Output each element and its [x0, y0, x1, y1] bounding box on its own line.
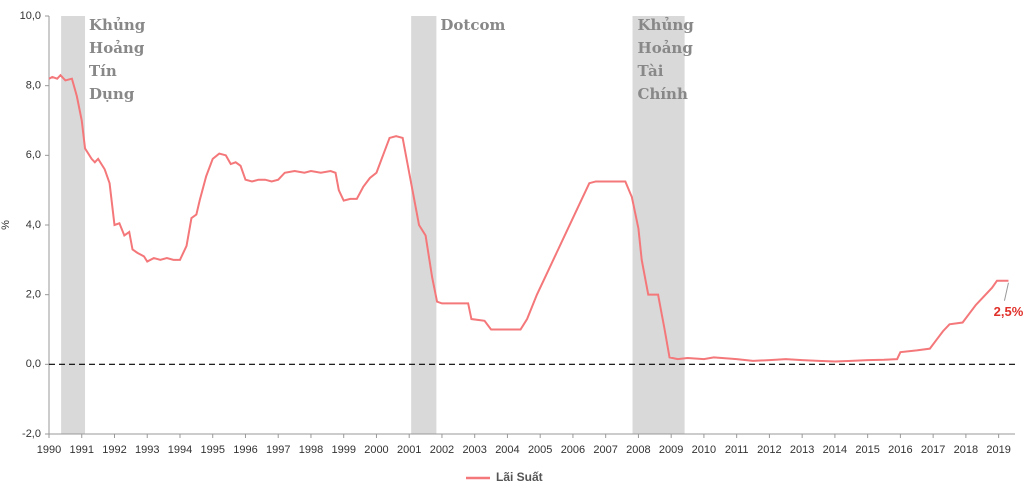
recession-band — [61, 16, 86, 434]
x-tick-label: 2010 — [692, 444, 716, 456]
x-tick-label: 2002 — [430, 444, 454, 456]
y-tick-label: 10,0 — [20, 10, 41, 22]
x-tick-label: 2012 — [757, 444, 781, 456]
x-tick-label: 2017 — [921, 444, 945, 456]
recession-label: Hoảng — [638, 39, 694, 57]
y-tick-label: 2,0 — [26, 289, 41, 301]
recession-label: Tín — [89, 62, 117, 80]
x-tick-label: 2001 — [397, 444, 421, 456]
annotation: 2,5% — [994, 304, 1024, 319]
x-tick-label: 2004 — [495, 444, 519, 456]
annotation-leader — [1003, 282, 1009, 301]
y-tick-label: 6,0 — [26, 149, 41, 161]
y-tick-label: 4,0 — [26, 219, 41, 231]
x-tick-label: 2011 — [725, 444, 749, 456]
x-tick-label: 2006 — [561, 444, 585, 456]
recession-label: Dụng — [89, 85, 135, 103]
x-tick-label: 2016 — [888, 444, 912, 456]
x-tick-label: 1996 — [233, 444, 257, 456]
recession-label: Tài — [638, 62, 664, 80]
recession-label: Khủng — [89, 16, 146, 34]
y-tick-label: 8,0 — [26, 80, 41, 92]
x-tick-label: 1999 — [331, 444, 355, 456]
y-axis-label: % — [0, 220, 12, 230]
x-tick-label: 2015 — [855, 444, 879, 456]
y-tick-label: -2,0 — [22, 428, 41, 440]
x-tick-label: 1995 — [200, 444, 224, 456]
recession-label: Khủng — [638, 16, 695, 34]
x-tick-label: 2005 — [528, 444, 552, 456]
x-tick-label: 1992 — [102, 444, 126, 456]
x-tick-label: 2018 — [954, 444, 978, 456]
x-tick-label: 1998 — [299, 444, 323, 456]
recession-label: Chính — [638, 85, 688, 103]
x-tick-label: 2014 — [823, 444, 847, 456]
legend-label: Lãi Suất — [496, 470, 543, 484]
x-tick-label: 2003 — [462, 444, 486, 456]
x-tick-label: 2009 — [659, 444, 683, 456]
x-tick-label: 1991 — [70, 444, 94, 456]
x-tick-label: 1997 — [266, 444, 290, 456]
y-tick-label: 0,0 — [26, 358, 41, 370]
legend: Lãi Suất — [466, 470, 543, 484]
x-tick-label: 2007 — [593, 444, 617, 456]
x-tick-label: 2000 — [364, 444, 388, 456]
x-tick-label: 1993 — [135, 444, 159, 456]
recession-label: Hoảng — [89, 39, 145, 57]
recession-label: Dotcom — [440, 16, 505, 34]
series-line — [48, 73, 1009, 363]
x-tick-label: 2013 — [790, 444, 814, 456]
x-tick-label: 1994 — [168, 444, 192, 456]
x-tick-label: 1990 — [37, 444, 61, 456]
recession-band — [411, 16, 437, 434]
x-tick-label: 2008 — [626, 444, 650, 456]
x-tick-label: 2019 — [986, 444, 1010, 456]
